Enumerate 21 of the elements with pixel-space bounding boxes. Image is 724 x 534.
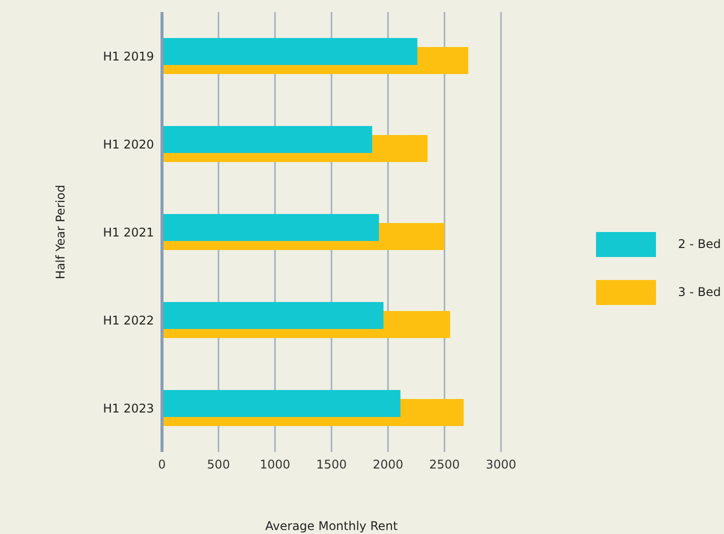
x-tick-label: 3000 bbox=[486, 458, 516, 472]
x-tick-label: 1000 bbox=[260, 458, 290, 472]
x-tick-label: 2500 bbox=[429, 458, 460, 472]
x-axis-title: Average Monthly Rent bbox=[265, 519, 398, 533]
y-tick-label: H1 2022 bbox=[102, 313, 154, 328]
y-axis-title: Half Year Period bbox=[53, 184, 68, 280]
bar bbox=[162, 126, 372, 153]
x-tick-label: 2000 bbox=[372, 458, 404, 472]
bar bbox=[162, 38, 418, 65]
y-tick-label: H1 2023 bbox=[102, 401, 154, 416]
x-tick-label: 1500 bbox=[316, 458, 347, 472]
legend-label: 3 - Bed bbox=[678, 285, 721, 299]
x-tick-label: 0 bbox=[158, 458, 166, 472]
bar bbox=[162, 390, 400, 417]
bar bbox=[162, 302, 384, 329]
bar bbox=[162, 214, 379, 241]
legend-label: 2 - Bed bbox=[678, 237, 721, 251]
y-tick-label: H1 2019 bbox=[102, 49, 154, 64]
x-tick-label: 500 bbox=[207, 458, 230, 472]
y-tick-label: H1 2021 bbox=[102, 225, 154, 240]
y-tick-label: H1 2020 bbox=[102, 137, 154, 152]
